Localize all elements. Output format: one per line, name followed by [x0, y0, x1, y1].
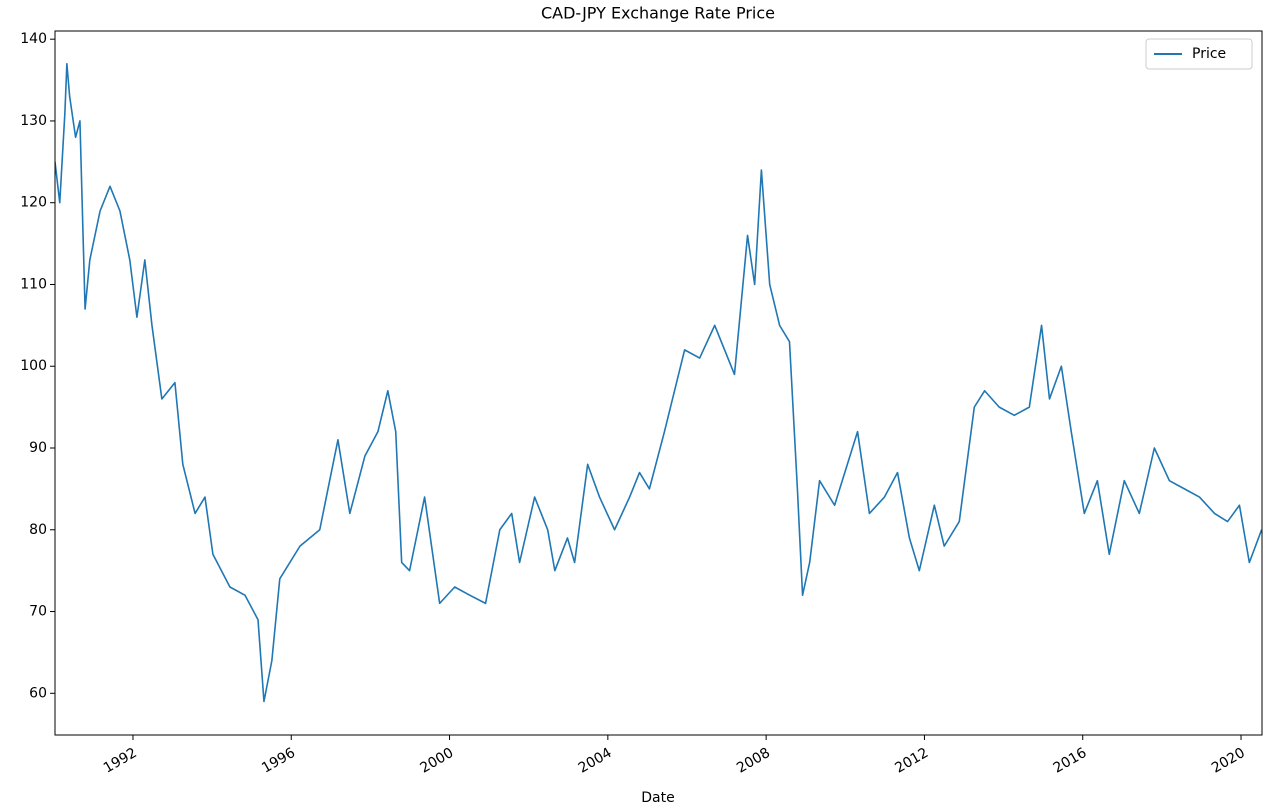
x-tick-label: 1992 — [101, 745, 140, 777]
price-line — [55, 62, 1262, 703]
x-axis-label: Date — [641, 790, 674, 803]
y-tick-label: 90 — [29, 440, 47, 456]
y-tick-label: 140 — [20, 31, 47, 47]
x-tick-label: 2008 — [734, 745, 773, 777]
y-tick-label: 110 — [20, 276, 47, 292]
plot-frame — [54, 30, 1263, 736]
x-tick-label: 2020 — [1209, 745, 1248, 777]
legend-label: Price — [1192, 46, 1226, 62]
x-tick-label: 2004 — [576, 745, 615, 777]
y-tick-label: 120 — [20, 195, 47, 211]
y-tick-label: 60 — [29, 685, 47, 701]
x-tick-label: 2016 — [1051, 745, 1090, 777]
legend-box — [1145, 38, 1253, 70]
x-tick-label: 2012 — [892, 745, 931, 777]
y-tick-label: 80 — [29, 522, 47, 538]
y-tick-label: 70 — [29, 604, 47, 620]
chart-title: CAD-JPY Exchange Rate Price — [541, 4, 775, 23]
x-tick-label: 2000 — [417, 745, 456, 777]
x-tick-label: 1996 — [259, 745, 298, 777]
y-tick-label: 100 — [20, 358, 47, 374]
y-tick-label: 130 — [20, 113, 47, 129]
